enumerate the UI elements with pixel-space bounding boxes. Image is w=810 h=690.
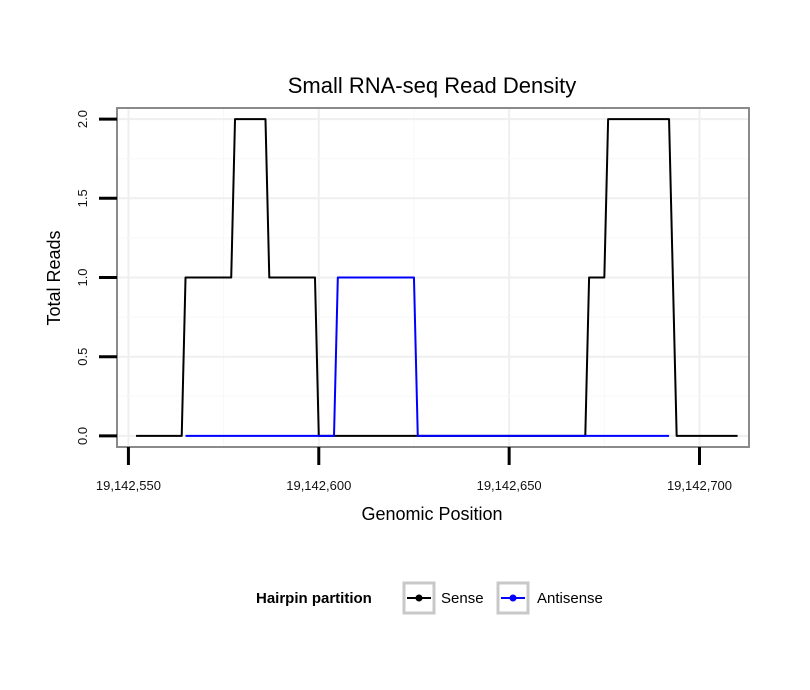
legend-title: Hairpin partition bbox=[256, 590, 372, 607]
legend-label-antisense: Antisense bbox=[537, 590, 603, 607]
axes: 19,142,550 19,142,600 19,142,650 19,142,700… bbox=[75, 110, 732, 493]
series-line-antisense bbox=[185, 276, 670, 437]
y-tick-label: 1.0 bbox=[75, 268, 90, 286]
y-tick-label: 0.5 bbox=[75, 348, 90, 366]
series-layer bbox=[136, 118, 738, 437]
x-tick-label: 19,142,600 bbox=[286, 478, 351, 493]
x-tick-label: 19,142,550 bbox=[96, 478, 161, 493]
x-axis-title: Genomic Position bbox=[361, 504, 502, 524]
legend-label-sense: Sense bbox=[441, 590, 484, 607]
y-axis-title: Total Reads bbox=[44, 230, 64, 325]
x-tick-label: 19,142,650 bbox=[477, 478, 542, 493]
legend-item-sense: Sense bbox=[402, 581, 484, 615]
y-tick-label: 1.5 bbox=[75, 189, 90, 207]
y-tick-label: 2.0 bbox=[75, 110, 90, 128]
legend-item-antisense: Antisense bbox=[496, 581, 603, 615]
legend-key-sense-point bbox=[415, 594, 423, 602]
legend-key-antisense-point bbox=[509, 594, 517, 602]
chart-title: Small RNA-seq Read Density bbox=[288, 73, 577, 98]
y-tick-label: 0.0 bbox=[75, 427, 90, 445]
legend: Hairpin partition Sense Antisense bbox=[256, 581, 603, 615]
x-tick-label: 19,142,700 bbox=[667, 478, 732, 493]
